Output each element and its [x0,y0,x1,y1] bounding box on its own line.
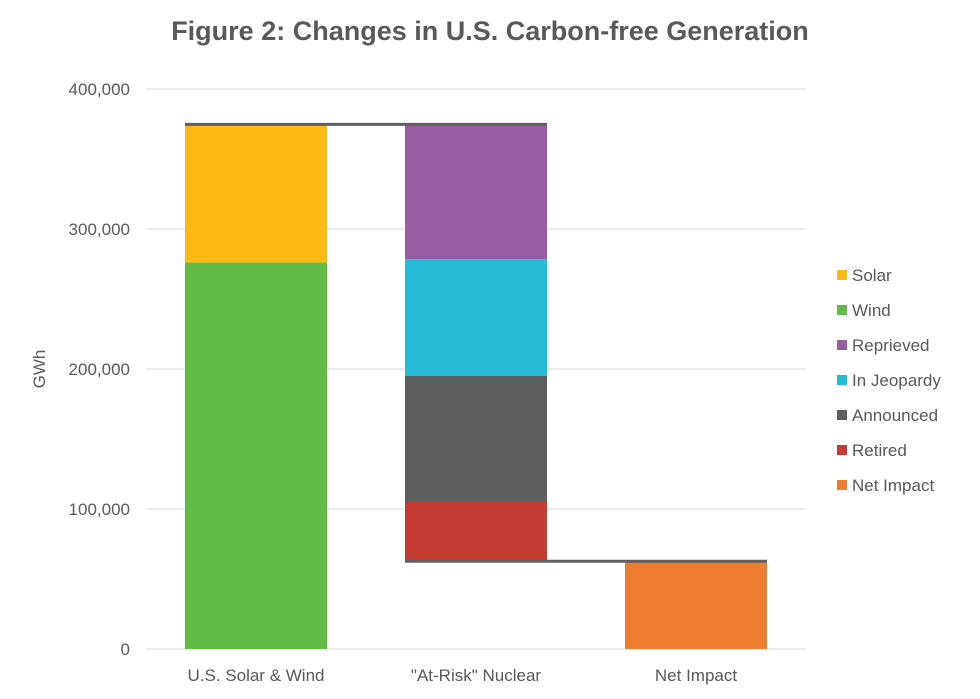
chart-title: Figure 2: Changes in U.S. Carbon-free Ge… [171,16,809,46]
legend-label: Retired [852,441,907,460]
y-tick-label: 400,000 [69,80,130,99]
x-category-label: "At-Risk" Nuclear [411,666,541,685]
y-axis-ticks: 0 100,000 200,000 300,000 400,000 [69,80,130,659]
y-tick-label: 200,000 [69,360,130,379]
legend-label: Wind [852,301,891,320]
legend-item: Solar [837,266,892,285]
legend-label: Solar [852,266,892,285]
bar-solar [185,125,327,263]
legend-item: In Jeopardy [837,371,941,390]
legend-swatch [837,410,847,420]
x-category-label: U.S. Solar & Wind [188,666,325,685]
bar-announced [405,376,547,502]
legend-label: Announced [852,406,938,425]
legend-label: Net Impact [852,476,934,495]
connectors [185,122,767,563]
bar-retired [405,502,547,563]
legend-label: Reprieved [852,336,930,355]
y-axis-label: GWh [30,350,49,389]
bar-reprieved [405,125,547,260]
legend-swatch [837,270,847,280]
legend-item: Net Impact [837,476,934,495]
bar-in-jeopardy [405,259,547,376]
x-category-label: Net Impact [655,666,737,685]
y-tick-label: 300,000 [69,220,130,239]
bar-net-impact [625,562,767,649]
y-tick-label: 0 [121,640,130,659]
legend-label: In Jeopardy [852,371,941,390]
legend-item: Announced [837,406,938,425]
bar-wind [185,262,327,649]
legend-swatch [837,480,847,490]
legend-swatch [837,375,847,385]
legend-item: Reprieved [837,336,930,355]
y-tick-label: 100,000 [69,500,130,519]
bars [185,125,767,649]
x-axis-categories: U.S. Solar & Wind "At-Risk" Nuclear Net Im… [188,666,738,685]
legend-swatch [837,305,847,315]
legend-item: Retired [837,441,907,460]
legend-swatch [837,445,847,455]
legend-swatch [837,340,847,350]
legend-item: Wind [837,301,891,320]
legend: Solar Wind Reprieved In Jeopardy Announced Re… [837,266,941,495]
